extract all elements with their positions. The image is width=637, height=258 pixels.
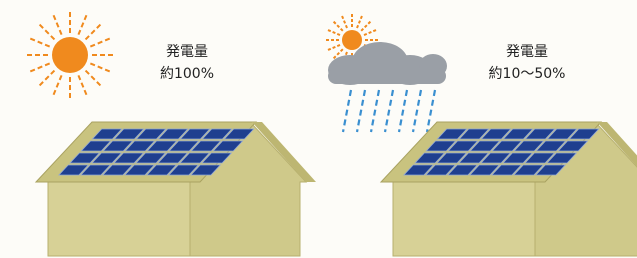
house <box>36 122 316 256</box>
front-wall <box>393 182 535 256</box>
sun-disc <box>342 30 362 50</box>
illustration: 発電量 約100% 発電量 約10〜50% <box>0 0 637 258</box>
sun-disc <box>52 37 88 73</box>
front-wall <box>48 182 190 256</box>
value: 約100% <box>160 66 214 82</box>
label: 発電量 <box>166 44 208 60</box>
house <box>381 122 637 256</box>
label: 発電量 <box>506 44 548 60</box>
value: 約10〜50% <box>489 66 566 82</box>
